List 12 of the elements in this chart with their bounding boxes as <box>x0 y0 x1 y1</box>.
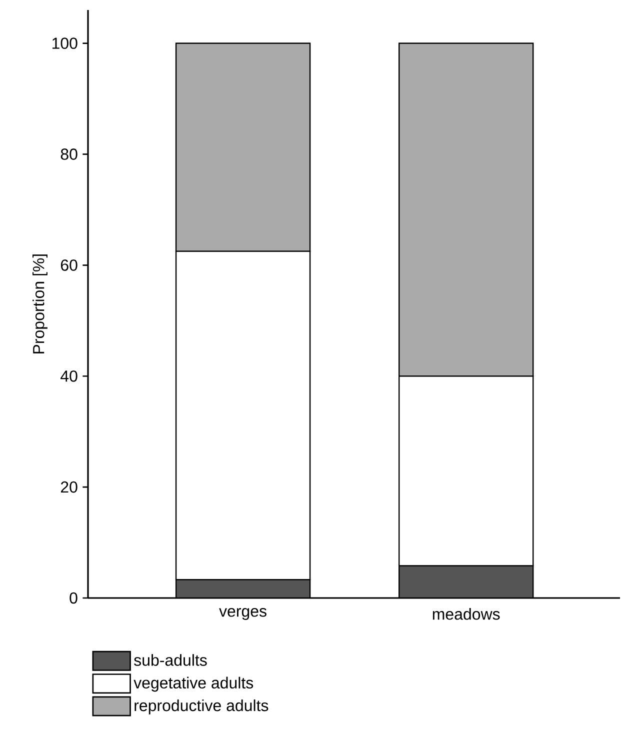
x-tick-label: verges <box>219 608 267 620</box>
y-tick-label: 40 <box>60 370 78 382</box>
legend-label: reproductive adults <box>134 699 268 714</box>
y-axis-title: Proportion [%] <box>32 254 48 354</box>
legend-label: vegetative adults <box>134 676 254 692</box>
y-tick-label: 20 <box>61 481 78 493</box>
y-tick-label: 60 <box>61 260 78 271</box>
y-tick-label: 0 <box>70 592 78 604</box>
y-tick-label: 100 <box>52 38 78 49</box>
y-tick-label: 80 <box>60 148 78 160</box>
x-tick-label: meadows <box>433 608 500 620</box>
legend-label: sub-adults <box>134 654 207 666</box>
